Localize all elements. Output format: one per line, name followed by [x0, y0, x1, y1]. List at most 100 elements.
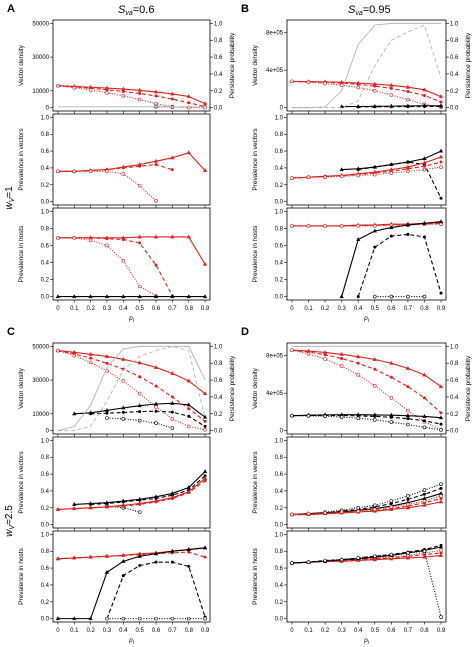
series-black-dashed	[356, 160, 443, 200]
data-point	[356, 361, 360, 365]
data-point	[56, 557, 60, 561]
data-point	[356, 505, 361, 510]
data-point	[389, 505, 394, 509]
y2-tick-label: 0.2	[214, 89, 223, 95]
series-line	[57, 480, 206, 511]
data-point	[406, 105, 410, 109]
data-point	[290, 79, 294, 84]
y-axis-label: Prevalence in hosts	[252, 225, 259, 282]
series-line	[291, 161, 442, 179]
series-line	[57, 477, 206, 511]
data-point	[202, 414, 208, 419]
data-point	[104, 407, 110, 412]
col-header-left: Sva=0.6	[118, 4, 154, 17]
series-line	[341, 221, 442, 297]
data-point	[72, 353, 77, 358]
data-point	[56, 169, 60, 174]
data-point	[89, 555, 93, 559]
y-tick-label: 0.6	[275, 243, 284, 249]
y2-axis-label: Persistence probability	[465, 355, 472, 421]
series-black-dashed	[105, 560, 207, 621]
data-point	[186, 424, 191, 429]
data-point	[137, 87, 142, 92]
data-point	[72, 169, 77, 174]
data-point	[105, 616, 109, 621]
y2-tick-label: 0.0	[214, 429, 223, 435]
data-point	[153, 158, 159, 163]
y2-tick-label: 0.2	[450, 412, 459, 418]
series-line	[291, 415, 442, 431]
plot-frame	[286, 19, 447, 112]
x-tick-label: 0.3	[337, 306, 346, 312]
y-tick-label: 0.8	[275, 455, 284, 461]
x-tick-label: 0.5	[371, 628, 380, 634]
y-tick-label: 0	[280, 429, 284, 435]
y-tick-label: 0.8	[41, 455, 50, 461]
data-point	[187, 491, 191, 495]
x-tick-label: 0.1	[304, 306, 313, 312]
data-point	[154, 384, 158, 388]
y2-tick-label: 1.0	[214, 21, 223, 27]
y-tick-label: 1.0	[41, 209, 50, 215]
series-line	[106, 561, 206, 619]
row-header-top: wV=1	[4, 186, 16, 210]
y2-tick-label: 0.6	[214, 55, 223, 61]
data-point	[153, 365, 159, 369]
y-tick-label: 0.8	[275, 226, 284, 232]
y-tick-label: 0.0	[275, 200, 284, 206]
x-tick-label: 0.6	[152, 306, 161, 312]
data-point	[138, 498, 142, 502]
data-point	[170, 168, 174, 172]
y-tick-label: 50000	[32, 344, 49, 350]
data-point	[104, 569, 110, 574]
y-tick-label: 0.8	[41, 549, 50, 555]
data-point	[438, 499, 444, 504]
data-point	[422, 396, 426, 400]
subplot: 0 10000 30000 50000 Vector density 0.0 0.2 0.4 0…	[18, 342, 236, 437]
data-point	[55, 294, 61, 299]
data-point	[339, 510, 344, 514]
y2-tick-label: 0.6	[450, 55, 459, 61]
row-header-bottom: wV=2.5	[4, 505, 16, 537]
series-line	[57, 551, 206, 560]
series-black-solid	[289, 491, 444, 516]
series-red-dashed	[56, 479, 207, 511]
series-line	[291, 80, 442, 103]
data-point	[170, 560, 174, 564]
data-point	[405, 84, 411, 89]
subplot: 0.0 0.2 0.4 0.6 0.8 1.0 Prevalence in hosts 0 0.…	[252, 530, 447, 646]
data-point	[56, 348, 60, 353]
data-point	[373, 165, 377, 169]
data-point	[356, 105, 360, 109]
y-axis-label: Prevalence in vectors	[18, 451, 25, 514]
y-tick-label: 0.2	[41, 183, 50, 189]
data-point	[372, 554, 377, 559]
x-tick-label: 0.8	[420, 628, 429, 634]
data-point	[121, 94, 126, 98]
x-tick-label: 0.4	[354, 306, 363, 312]
y-tick-label: 0.6	[41, 149, 50, 155]
data-point	[339, 224, 344, 228]
data-point	[356, 295, 360, 299]
data-point	[138, 410, 142, 414]
data-point	[422, 372, 427, 377]
series-line	[291, 546, 442, 564]
y2-tick-label: 0.8	[214, 361, 223, 367]
data-point	[339, 351, 344, 356]
y-tick-label: 10000	[32, 412, 49, 418]
data-point	[306, 414, 311, 418]
y2-tick-label: 0.0	[450, 106, 459, 112]
data-point	[153, 294, 159, 299]
series-red-dotted	[290, 494, 443, 517]
y-tick-label: 0.2	[275, 278, 284, 284]
data-point	[202, 294, 208, 299]
y2-tick-label: 0.8	[450, 361, 459, 367]
data-point	[389, 375, 393, 379]
x-axis-label: pi	[363, 315, 370, 324]
data-point	[186, 150, 191, 155]
x-tick-label: 0.9	[201, 306, 210, 312]
y-tick-label: 0.8	[41, 132, 50, 138]
data-point	[389, 499, 394, 503]
data-point	[105, 243, 109, 248]
